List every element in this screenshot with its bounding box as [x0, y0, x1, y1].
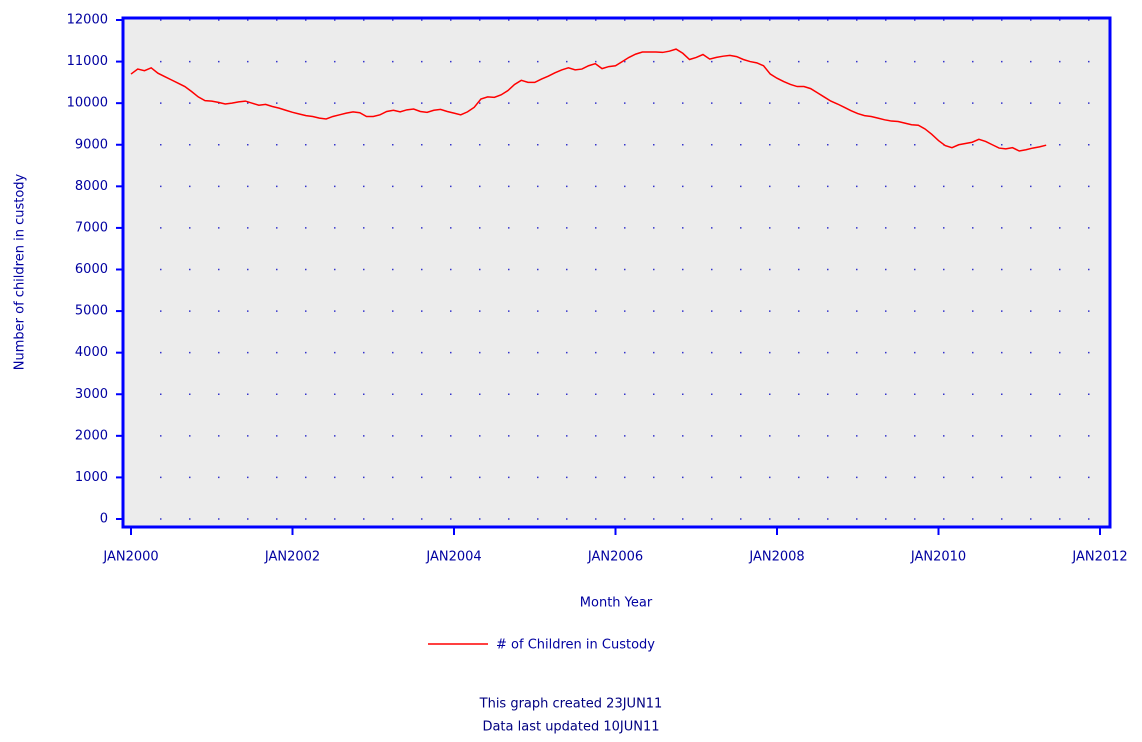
x-tick-label: JAN2010: [910, 550, 966, 565]
footnote: This graph created 23JUN11: [479, 697, 663, 712]
plot-area: [121, 16, 1112, 529]
y-tick-label: 12000: [67, 13, 108, 28]
y-tick-label: 4000: [75, 345, 108, 360]
y-tick-label: 5000: [75, 304, 108, 319]
y-tick-label: 1000: [75, 470, 108, 485]
x-axis-label: Month Year: [580, 596, 653, 611]
data-line: [130, 48, 1047, 152]
x-tick-label: JAN2008: [748, 550, 804, 565]
y-tick-label: 11000: [67, 54, 108, 69]
y-tick-label: 0: [100, 512, 108, 527]
footnote: Data last updated 10JUN11: [482, 720, 659, 735]
x-tick-label: JAN2006: [587, 550, 643, 565]
y-tick-label: 10000: [67, 96, 108, 111]
y-axis-label: Number of children in custody: [13, 173, 28, 370]
y-tick-label: 7000: [75, 220, 108, 235]
y-tick-label: 6000: [75, 262, 108, 277]
y-tick-label: 3000: [75, 387, 108, 402]
x-tick-label: JAN2012: [1071, 550, 1127, 565]
x-tick-label: JAN2002: [264, 550, 320, 565]
y-tick-label: 8000: [75, 179, 108, 194]
x-tick-label: JAN2004: [425, 550, 481, 565]
legend-label: # of Children in Custody: [496, 638, 655, 653]
y-tick-label: 2000: [75, 428, 108, 443]
x-tick-label: JAN2000: [102, 550, 158, 565]
y-tick-label: 9000: [75, 137, 108, 152]
